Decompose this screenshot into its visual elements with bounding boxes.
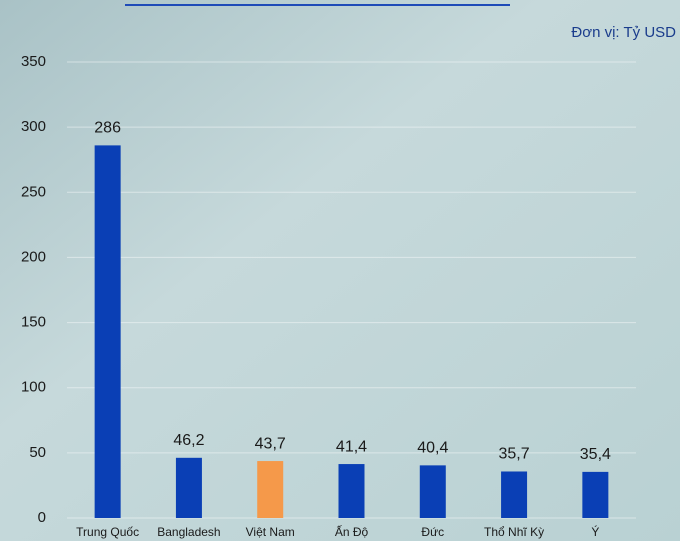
bar [257, 461, 284, 518]
x-tick-label: Ấn Độ [335, 524, 369, 539]
x-tick-label: Bangladesh [157, 525, 220, 539]
x-tick-label: Ý [591, 524, 599, 539]
value-label: 43,7 [255, 435, 286, 452]
bar [501, 471, 528, 518]
value-label: 286 [94, 120, 121, 137]
x-tick-label: Việt Nam [246, 525, 295, 539]
y-tick-label: 0 [38, 509, 46, 526]
y-tick-label: 150 [21, 314, 46, 331]
bar [94, 145, 121, 518]
y-tick-label: 300 [21, 118, 46, 135]
bar [175, 457, 202, 518]
y-tick-label: 200 [21, 248, 46, 265]
value-label: 35,7 [499, 446, 530, 463]
y-tick-label: 100 [21, 379, 46, 396]
value-label: 41,4 [336, 438, 367, 455]
bar [419, 465, 446, 518]
y-tick-label: 350 [21, 53, 46, 70]
value-label: 46,2 [173, 432, 204, 449]
x-tick-label: Đức [421, 525, 444, 539]
x-tick-label: Thổ Nhĩ Kỳ [484, 525, 544, 539]
y-tick-label: 250 [21, 183, 46, 200]
y-tick-label: 50 [29, 444, 46, 461]
value-label: 35,4 [580, 446, 611, 463]
x-tick-label: Trung Quốc [76, 525, 139, 539]
unit-label: Đơn vị: Tỷ USD [571, 24, 676, 41]
bar [582, 471, 609, 518]
value-label: 40,4 [417, 440, 448, 457]
bar [338, 464, 365, 518]
